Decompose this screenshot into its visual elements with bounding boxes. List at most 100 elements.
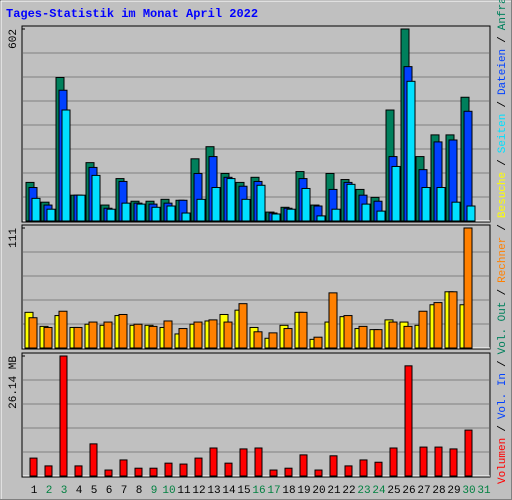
x-tick-label: 12 — [192, 485, 205, 497]
bar — [376, 210, 386, 222]
chart-title: Tages-Statistik im Monat April 2022 — [6, 7, 258, 21]
x-tick-label: 9 — [151, 485, 158, 497]
bar — [391, 165, 401, 222]
legend-separator: / — [497, 36, 509, 43]
legend-entry: Besuche — [497, 172, 509, 218]
x-tick-label: 27 — [417, 485, 430, 497]
bar — [31, 197, 41, 222]
bar — [194, 457, 203, 477]
bar — [119, 459, 128, 477]
bar — [253, 331, 263, 349]
bar — [196, 198, 206, 222]
bar — [88, 321, 98, 349]
bar — [268, 332, 278, 349]
bar — [59, 355, 68, 477]
bar — [286, 208, 296, 222]
x-tick-label: 11 — [177, 485, 191, 497]
legend-entry: Volumen — [497, 438, 509, 484]
x-tick-label: 14 — [222, 485, 236, 497]
x-tick-label: 3 — [61, 485, 68, 497]
bar — [299, 454, 308, 477]
bar — [73, 326, 83, 349]
bar — [121, 202, 131, 222]
bar — [284, 467, 293, 477]
bar — [166, 205, 176, 222]
legend-entry: Rechner — [497, 237, 509, 283]
x-tick-label: 6 — [106, 485, 113, 497]
bar — [271, 213, 281, 222]
x-tick-label: 18 — [282, 485, 295, 497]
bar — [163, 320, 173, 349]
bar — [449, 448, 458, 477]
bar — [46, 208, 56, 222]
bar — [136, 203, 146, 222]
bar — [118, 313, 128, 349]
x-tick-label: 21 — [327, 485, 341, 497]
bar — [314, 469, 323, 477]
bar — [328, 292, 338, 349]
bar — [419, 446, 428, 477]
bar — [209, 447, 218, 477]
x-tick-label: 20 — [312, 485, 325, 497]
bar — [283, 328, 293, 349]
bar — [193, 321, 203, 349]
bar — [208, 319, 218, 349]
bar — [388, 321, 398, 349]
x-tick-label: 22 — [342, 485, 355, 497]
y-tick-label: 111 — [8, 228, 20, 248]
bar — [358, 325, 368, 349]
bar — [406, 80, 416, 222]
bar — [44, 465, 53, 477]
x-tick-label: 23 — [357, 485, 370, 497]
x-tick-label: 19 — [297, 485, 310, 497]
x-tick-label: 7 — [121, 485, 128, 497]
x-tick-label: 16 — [252, 485, 265, 497]
bar — [28, 317, 38, 349]
bar — [451, 201, 461, 222]
legend-separator: / — [497, 224, 509, 231]
legend-separator: / — [497, 159, 509, 166]
x-tick-label: 1 — [31, 485, 38, 497]
x-tick-label: 29 — [447, 485, 460, 497]
y-tick-label: 26.14 MB — [8, 356, 20, 409]
x-tick-label: 17 — [267, 485, 280, 497]
legend-entry: Anfragen — [497, 0, 509, 30]
legend-separator: / — [497, 289, 509, 296]
bar — [346, 183, 356, 222]
legend-entry: Seiten — [497, 114, 509, 154]
bar — [149, 467, 158, 477]
bar — [448, 291, 458, 349]
bar — [389, 447, 398, 477]
bar — [148, 325, 158, 349]
x-tick-label: 15 — [237, 485, 250, 497]
bar — [103, 321, 113, 349]
bar — [133, 323, 143, 349]
x-tick-label: 8 — [136, 485, 143, 497]
bar — [223, 321, 233, 349]
x-tick-label: 24 — [372, 485, 386, 497]
bar — [74, 465, 83, 477]
bar — [238, 303, 248, 349]
legend-separator: / — [497, 360, 509, 367]
bar — [361, 203, 371, 222]
bar — [178, 328, 188, 349]
bar — [343, 315, 353, 349]
bar — [106, 208, 116, 222]
bar — [434, 446, 443, 477]
bar — [373, 329, 383, 349]
bar — [316, 215, 326, 222]
x-tick-label: 4 — [76, 485, 83, 497]
bar — [104, 469, 113, 477]
bar — [269, 469, 278, 477]
bar — [224, 462, 233, 477]
legend-entry: Vol. Out — [497, 302, 509, 355]
bar — [151, 206, 161, 222]
bar — [241, 198, 251, 222]
x-tick-label: 10 — [162, 485, 175, 497]
bar — [298, 311, 308, 349]
bar — [301, 187, 311, 222]
bar — [331, 208, 341, 222]
bar — [433, 302, 443, 349]
legend-entry: Dateien — [497, 49, 509, 95]
bar — [164, 462, 173, 477]
